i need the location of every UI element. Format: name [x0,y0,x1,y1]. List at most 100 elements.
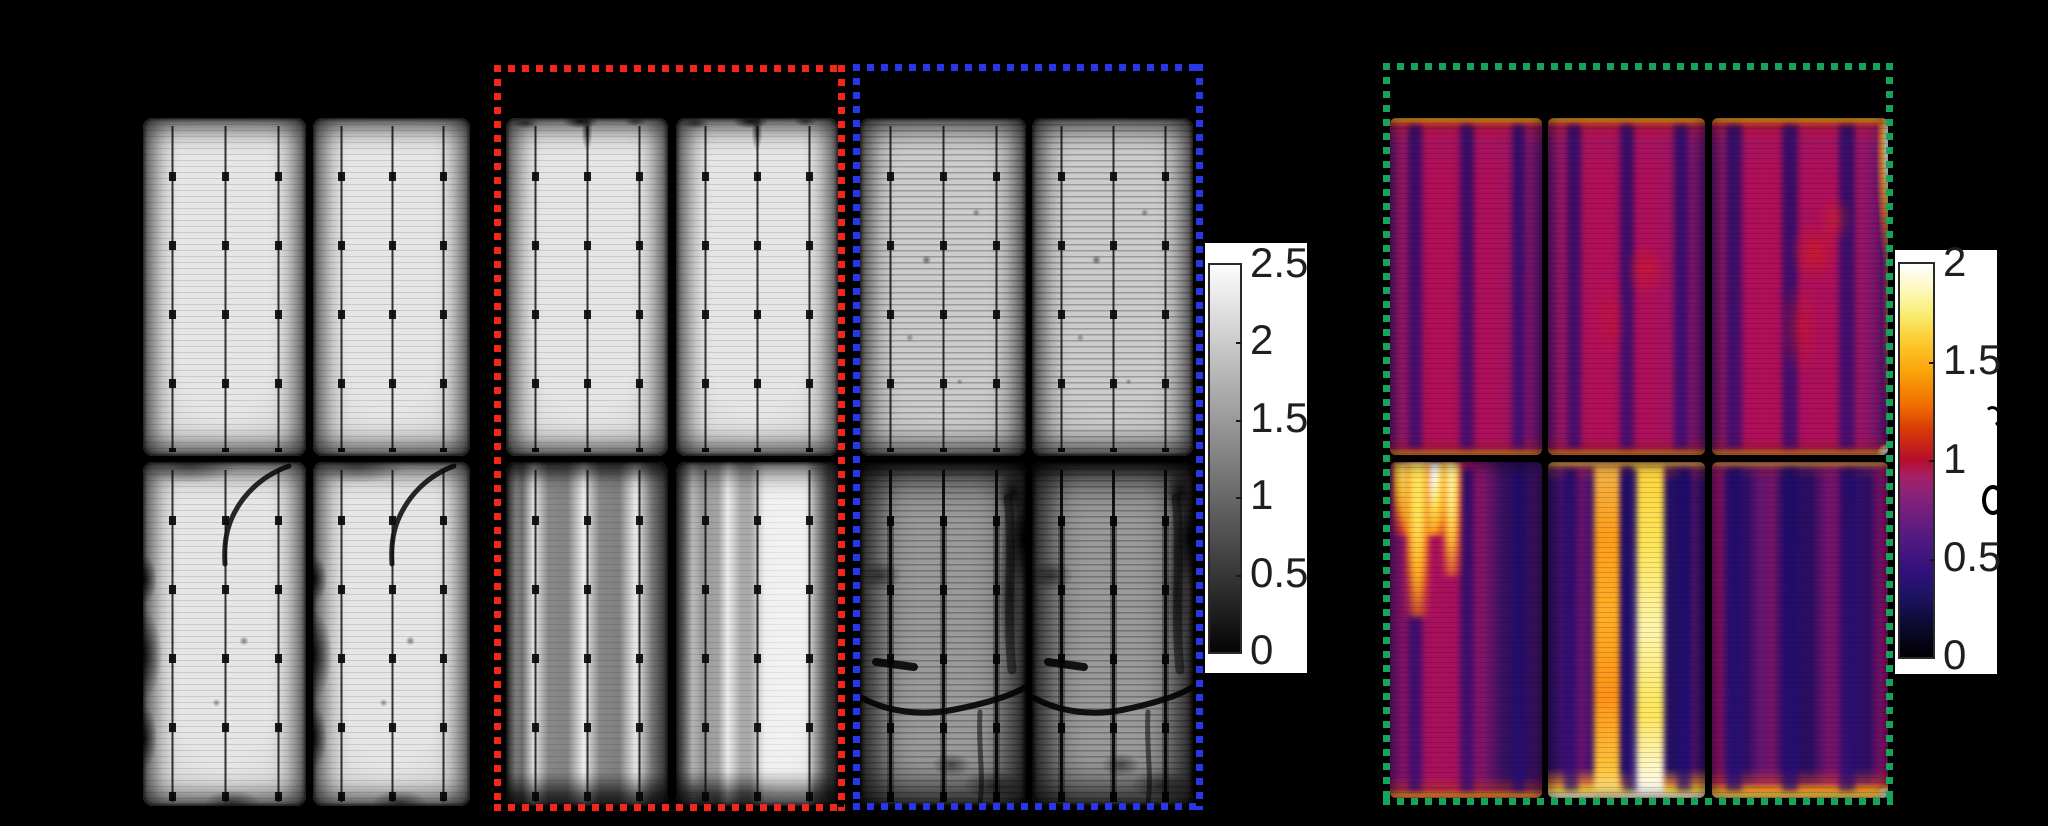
el-cell-gray-r2c3 [506,462,668,806]
color-colorbar-label: 1.5 [1943,336,2002,383]
el-cell-gray-r2c2 [313,462,470,806]
green-dashed-box [1383,63,1893,805]
busbar-stripe [1511,124,1526,449]
cell-vignette [143,462,306,806]
el-cell-gray-r2c6 [1032,462,1193,806]
colorbar-tick [1929,362,1935,364]
colorbar-tick [1929,460,1935,462]
defect-edge-blobs [313,462,470,806]
red-dashed-box [494,65,845,811]
busbar [337,126,346,452]
gray-colorbar-panel: 2.5 2 1.5 1 0.5 0 [1205,239,1309,673]
green-dashed-edge-top [1383,63,1893,70]
busbar [635,470,644,802]
busbar [439,126,448,452]
el-cell-gray-r2c1 [143,462,306,806]
el-cell-gray-r1c3 [506,118,668,456]
defect-top-smudge [506,118,668,456]
color-colorbar-label: 0.5 [1943,533,2002,580]
busbar [168,126,177,452]
green-dashed-edge-left [1383,63,1390,805]
clipped-glyph-circle [1982,485,2004,515]
gray-colorbar-gradient [1208,263,1242,654]
hotspot-flame [1405,462,1430,617]
busbar [274,126,283,452]
el-cell-color-r1c2 [1548,118,1705,455]
busbar-stripe [1408,124,1422,449]
scanline-texture [1712,462,1888,798]
el-cell-gray-r1c5 [860,118,1026,456]
crack-lines [1032,493,1193,805]
color-colorbar-label: 1 [1943,435,1967,482]
bright-corners [1712,462,1888,798]
el-cell-gray-r2c4 [676,462,838,806]
busbar-stripe [1676,468,1691,792]
bright-edge [1712,118,1888,455]
color-colorbar-label: 0 [1943,631,1967,678]
el-cell-gray-r1c1 [143,118,306,456]
defect-edge-blobs [143,462,306,806]
busbar-stripe [1459,468,1474,792]
el-cell-color-r2c1 [1390,462,1542,798]
blue-dashed-box [853,64,1203,810]
hot-patch [1548,118,1705,455]
busbar [753,470,762,802]
color-colorbar-panel: 2 1.5 1 0.5 0 [1895,241,2004,678]
gray-colorbar-label: 0.5 [1250,549,1309,596]
hot-streak-yellow [1632,463,1665,797]
gray-colorbar-label: 2.5 [1250,239,1309,286]
crack-lines [860,493,1026,805]
green-dashed-edge-bottom [1383,798,1893,805]
busbar [531,470,540,802]
defect-mottling [860,118,1026,456]
blue-dashed-edge-left [853,64,860,810]
clipped-glyph-hook [1981,404,2003,430]
defect-dark-areas [860,462,1026,806]
green-dashed-edge-right [1886,63,1893,805]
blue-dashed-edge-bottom [853,803,1203,810]
busbar-stripe [1511,468,1526,792]
color-colorbar-label: 2 [1943,238,1967,285]
scanline-texture [1548,118,1705,455]
el-cell-color-r2c3 [1712,462,1888,798]
scanline-texture [1390,462,1542,798]
busbar [221,126,230,452]
busbar [701,470,710,802]
blue-dashed-edge-right [1196,64,1203,810]
hotspot-flame [1441,462,1462,577]
colorbar-tick [1236,497,1242,499]
el-cell-color-r1c1 [1390,118,1542,455]
scanline-texture [1548,462,1705,798]
el-cell-color-r2c2 [1548,462,1705,798]
red-dashed-edge-bottom [494,804,845,811]
colorbar-tick [1236,420,1242,422]
defect-top-smudge [676,118,838,456]
cell-vignette [313,462,470,806]
red-dashed-edge-top [494,65,845,72]
gray-colorbar-label: 0 [1250,626,1274,673]
colorbar-tick [1236,575,1242,577]
crack-line [222,463,292,567]
cell-vignette [143,118,306,456]
red-dashed-edge-left [494,65,501,811]
cell-vignette [313,118,470,456]
color-colorbar-gradient [1898,262,1935,659]
blue-dashed-edge-top [853,64,1203,71]
busbar-stripe [1459,124,1474,449]
gray-colorbar-label: 1.5 [1250,394,1309,441]
busbar-stripe [1563,468,1578,792]
el-cell-gray-r1c6 [1032,118,1193,456]
scanline-texture [1390,118,1542,455]
busbar-stripe [1623,468,1638,792]
el-cell-color-r1c3 [1712,118,1888,455]
red-dashed-edge-right [838,65,845,811]
busbar [388,126,397,452]
el-cell-gray-r2c5 [860,462,1026,806]
scanline-texture [1712,118,1888,455]
busbar [583,470,592,802]
gray-colorbar-label: 1 [1250,471,1274,518]
busbar [805,470,814,802]
defect-mottling [1032,118,1193,456]
el-cell-gray-r1c4 [676,118,838,456]
